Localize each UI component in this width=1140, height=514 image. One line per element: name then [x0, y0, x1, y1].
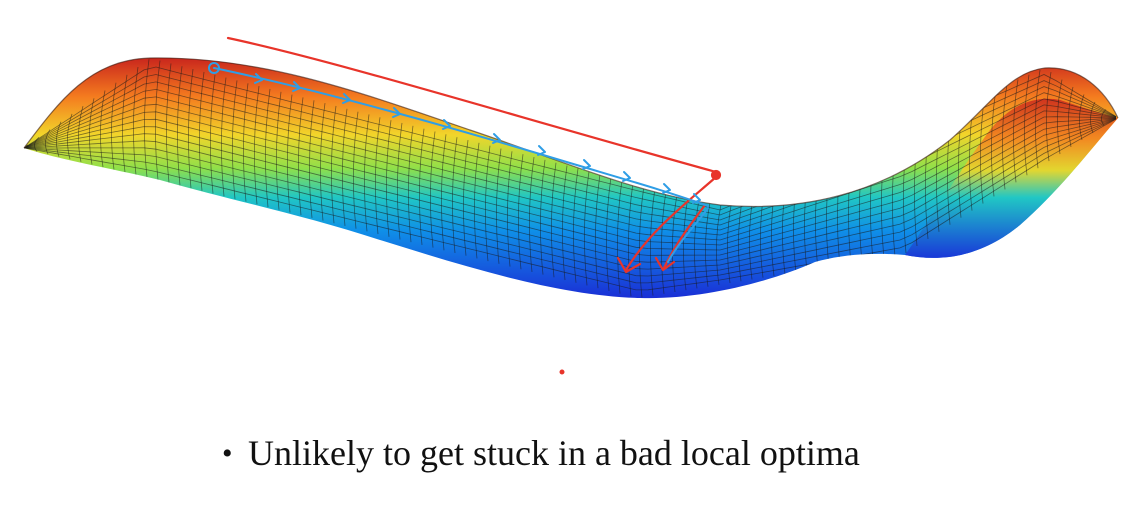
blue-step-mark: [292, 81, 301, 92]
mesh-line: [639, 185, 645, 298]
mesh-line: [100, 90, 106, 168]
surface-fold: [905, 98, 1118, 258]
bullet-marker: •: [222, 437, 233, 470]
blue-step-mark: [662, 183, 671, 194]
red-arrowhead-2: [654, 256, 676, 272]
mesh-line: [463, 139, 469, 256]
mesh-line: [287, 94, 293, 213]
mesh-line: [1035, 70, 1041, 169]
mesh-line: [24, 96, 1117, 231]
mesh-line: [496, 148, 502, 264]
mesh-line: [606, 176, 612, 291]
blue-step-mark: [622, 171, 631, 182]
mesh-line: [628, 182, 634, 297]
mesh-line: [375, 117, 381, 235]
mesh-line: [166, 63, 172, 183]
mesh-line: [24, 117, 1117, 263]
blue-step-mark: [537, 145, 546, 156]
mesh-line: [540, 159, 546, 275]
mesh-line: [507, 151, 513, 267]
blue-step-mark: [692, 193, 701, 204]
blue-step-mark: [342, 93, 351, 104]
mesh-line: [573, 168, 579, 283]
mesh-line: [551, 162, 557, 278]
mesh-line: [419, 128, 425, 245]
mesh-line: [584, 171, 590, 286]
mesh-line: [133, 67, 139, 175]
mesh-line: [727, 199, 733, 284]
mesh-line: [474, 142, 480, 259]
mesh-line: [24, 116, 1117, 246]
mesh-line: [309, 100, 315, 218]
surface-edge: [23, 57, 1119, 208]
mesh-line: [89, 98, 95, 165]
mesh-line: [232, 80, 238, 199]
mesh-line: [298, 97, 304, 216]
blue-step-mark: [392, 107, 401, 118]
mesh-line: [617, 179, 623, 294]
red-point: [710, 169, 722, 181]
mesh-line: [331, 105, 337, 224]
mesh-line: [122, 74, 128, 173]
mesh-line: [265, 88, 271, 208]
mesh-line: [342, 108, 348, 227]
blue-trajectory: [213, 67, 709, 207]
mesh-line: [397, 122, 403, 240]
surface-fill: [24, 57, 1118, 299]
mesh-line: [320, 103, 326, 221]
mesh-line: [276, 91, 282, 210]
mesh-line: [452, 137, 458, 254]
bullet-point: • Unlikely to get stuck in a bad local op…: [222, 432, 860, 474]
mesh-line: [24, 118, 1117, 291]
mesh-line: [518, 154, 524, 270]
mesh-line: [188, 69, 194, 189]
blue-ink-annotation: [208, 62, 709, 263]
red-descent-arrow-1: [624, 175, 718, 272]
blue-step-marks: [254, 73, 701, 204]
mesh-line: [364, 114, 370, 232]
mesh-line: [210, 74, 216, 194]
mesh-line: [24, 117, 1117, 256]
blue-descent-arrow: [667, 207, 709, 263]
blue-step-mark: [582, 159, 591, 170]
mesh-line: [199, 71, 205, 191]
mesh-line: [24, 117, 1117, 251]
red-trajectory: [226, 36, 718, 174]
red-arrowhead-1: [616, 256, 642, 274]
mesh-line: [595, 173, 601, 289]
mesh-line: [243, 83, 249, 202]
mesh-line: [562, 165, 568, 281]
blue-step-mark: [254, 73, 263, 84]
mesh-line: [155, 60, 161, 181]
bullet-text: Unlikely to get stuck in a bad local opt…: [248, 433, 860, 473]
mesh-line: [221, 77, 227, 197]
mesh-line: [177, 66, 183, 186]
mesh-line: [485, 145, 491, 262]
mesh-line: [529, 156, 535, 272]
red-dot: [559, 369, 565, 375]
mesh-line: [408, 125, 414, 243]
mesh-line: [430, 131, 436, 248]
blue-step-mark: [442, 119, 451, 130]
mesh-line: [24, 103, 1117, 236]
mesh-line: [254, 86, 260, 205]
mesh-line: [24, 110, 1117, 241]
mesh-line: [441, 134, 447, 251]
surface-mesh: [23, 57, 1119, 299]
mesh-line: [24, 118, 1117, 284]
mesh-line: [111, 82, 117, 170]
mesh-line: [353, 111, 359, 229]
blue-start-point: [208, 62, 220, 74]
mesh-line: [144, 59, 150, 178]
mesh-line: [386, 120, 392, 237]
mesh-line: [24, 118, 1117, 277]
mesh-line: [24, 118, 1117, 270]
blue-step-mark: [492, 133, 501, 144]
